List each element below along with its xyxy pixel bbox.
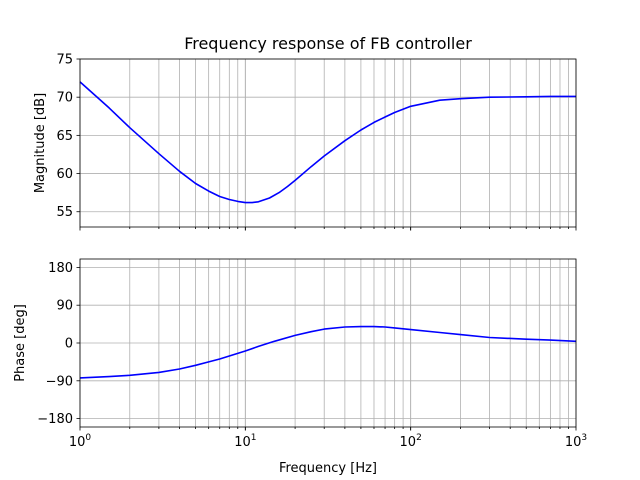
y-tick-label: −180 <box>37 412 73 427</box>
y-tick-label: 90 <box>56 299 73 314</box>
x-tick-label: 103 <box>565 433 587 450</box>
magnitude-ylabel: Magnitude [dB] <box>33 93 48 193</box>
chart-title: Frequency response of FB controller <box>184 34 472 53</box>
x-tick-label: 101 <box>234 433 256 450</box>
frequency-xlabel: Frequency [Hz] <box>279 461 377 476</box>
y-tick-label: 65 <box>56 129 73 144</box>
x-tick-label: 102 <box>400 433 422 450</box>
y-tick-label: 60 <box>56 167 73 182</box>
magnitude-axes: 55 60 65 70 75 <box>56 53 577 231</box>
phase-ylabel: Phase [deg] <box>13 304 28 382</box>
y-tick-label: −90 <box>46 374 73 389</box>
phase-axes: −180 −90 0 90 180 100 101 102 103 <box>37 258 587 450</box>
y-tick-label: 70 <box>56 91 73 106</box>
series-line <box>79 81 576 204</box>
y-tick-label: 180 <box>48 261 73 276</box>
y-tick-label: 75 <box>56 53 73 68</box>
x-tick-label: 100 <box>69 433 92 450</box>
axes-frame <box>79 58 577 228</box>
y-tick-label: 0 <box>65 337 73 352</box>
axes-frame <box>79 258 577 428</box>
series-line <box>79 325 577 379</box>
y-tick-label: 55 <box>56 205 73 220</box>
